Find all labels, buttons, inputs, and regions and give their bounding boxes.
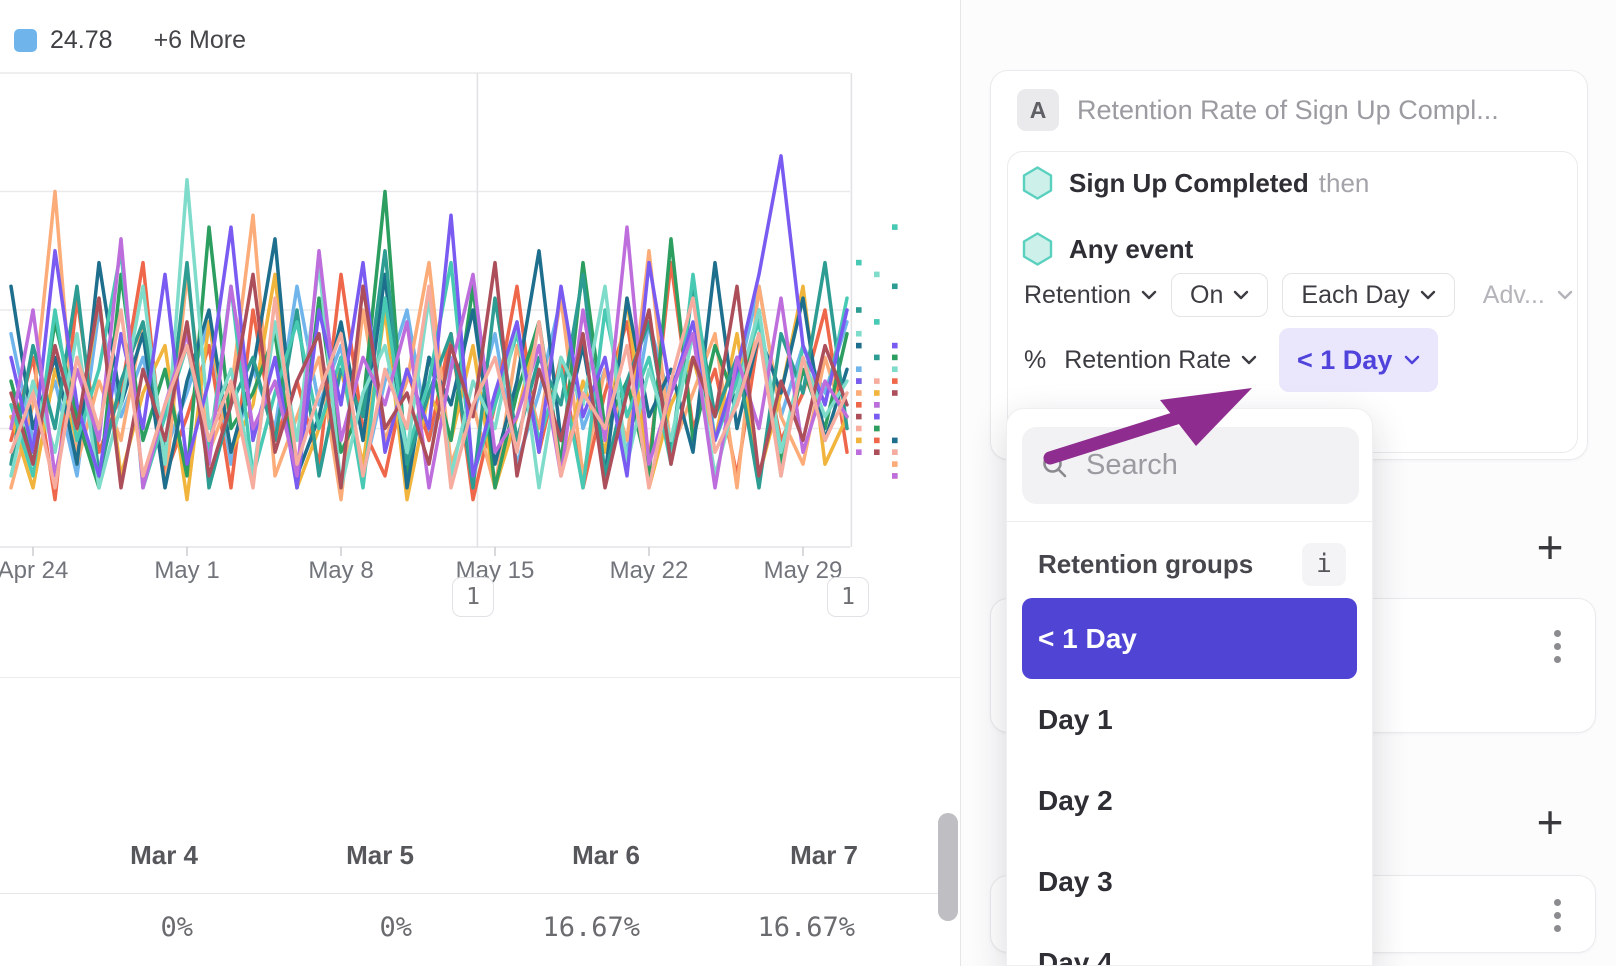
event-name[interactable]: Any event [1069, 233, 1194, 264]
retention-group-chip[interactable]: < 1 Day [1279, 328, 1439, 392]
retention-group-chip-label: < 1 Day [1297, 344, 1393, 375]
module-letter-badge: A [1017, 89, 1059, 131]
table-header-mar4: Mar 4 [130, 840, 198, 870]
event-hexagon-icon [1022, 166, 1053, 200]
event-suffix-then: then [1318, 167, 1370, 198]
svg-text:Apr 24: Apr 24 [0, 557, 68, 584]
query-title-row: A Retention Rate of Sign Up Compl... [1017, 89, 1499, 131]
kebab-menu-icon[interactable] [1550, 623, 1565, 670]
legend-swatch [14, 29, 37, 52]
dropdown-option-day-4[interactable]: Day 4 [1038, 946, 1113, 966]
add-module-button[interactable]: + [1536, 521, 1564, 573]
chevron-down-icon [1420, 290, 1435, 300]
dropdown-option-lt-1-day[interactable]: < 1 Day [1022, 598, 1357, 679]
measure-row: % Retention Rate < 1 Day [1024, 328, 1439, 392]
on-label: On [1190, 280, 1224, 309]
each-day-label: Each Day [1301, 280, 1410, 309]
dropdown-option-day-3[interactable]: Day 3 [1038, 865, 1113, 897]
chevron-down-icon [1141, 290, 1157, 300]
retention-line-chart: Apr 24 May 1 May 8 May 15 May 22 May 29 [0, 72, 898, 584]
search-icon [1043, 453, 1067, 477]
vertical-scrollbar[interactable] [938, 813, 958, 921]
dropdown-option-day-2[interactable]: Day 2 [1038, 784, 1113, 816]
each-day-dropdown-button[interactable]: Each Day [1282, 273, 1455, 317]
retention-mode-label: Retention [1024, 280, 1132, 309]
dropdown-divider [1007, 521, 1372, 522]
section-divider [0, 677, 960, 678]
table-header-mar7: Mar 7 [790, 840, 858, 870]
event-definition-card: Sign Up Completed then Any event Retenti… [1007, 151, 1578, 453]
search-input[interactable] [1086, 449, 1326, 482]
annotation-badge[interactable]: 1 [827, 577, 869, 617]
svg-text:May 8: May 8 [308, 557, 373, 584]
table-header-mar6: Mar 6 [572, 840, 640, 870]
measure-label: Retention Rate [1064, 345, 1232, 374]
table-value: 16.67% [542, 912, 640, 943]
table-value: 16.67% [757, 912, 855, 943]
dropdown-options-list: < 1 Day Day 1 Day 2 Day 3 Day 4 [1007, 598, 1372, 966]
retention-controls-row: Retention On Each Day Adv... [1024, 273, 1573, 317]
dropdown-option-day-1[interactable]: Day 1 [1038, 703, 1113, 735]
chevron-down-icon [1557, 290, 1573, 300]
add-module-button[interactable]: + [1536, 796, 1564, 848]
chevron-down-icon [1241, 355, 1257, 365]
table-value: 0% [160, 912, 193, 943]
annotation-badge[interactable]: 1 [452, 577, 494, 617]
retention-group-dropdown-panel: Retention groups i < 1 Day Day 1 Day 2 D… [1006, 408, 1373, 966]
event-hexagon-icon [1022, 232, 1053, 266]
table-value: 0% [379, 912, 412, 943]
query-module-card: A Retention Rate of Sign Up Compl... Sig… [990, 70, 1588, 460]
legend-value: 24.78 [50, 26, 113, 54]
percent-symbol: % [1024, 345, 1047, 374]
search-box[interactable] [1022, 427, 1359, 504]
svg-text:May 1: May 1 [154, 557, 219, 584]
info-icon[interactable]: i [1302, 542, 1346, 586]
measure-dropdown[interactable]: % Retention Rate [1024, 346, 1257, 375]
kebab-menu-icon[interactable] [1550, 892, 1565, 939]
on-dropdown-button[interactable]: On [1171, 273, 1269, 317]
retention-groups-label: Retention groups [1038, 548, 1254, 579]
retention-groups-header: Retention groups i [1038, 539, 1346, 589]
event-row-second[interactable]: Any event [1022, 232, 1193, 266]
event-name[interactable]: Sign Up Completed [1069, 167, 1309, 198]
event-row-first[interactable]: Sign Up Completed then [1022, 166, 1369, 200]
advanced-dropdown[interactable]: Adv... [1483, 281, 1573, 310]
table-divider [0, 893, 940, 894]
pane-divider [960, 0, 961, 966]
chevron-down-icon [1405, 355, 1420, 365]
svg-text:May 22: May 22 [610, 557, 689, 584]
advanced-label: Adv... [1482, 280, 1545, 309]
retention-mode-dropdown[interactable]: Retention [1024, 281, 1157, 310]
chevron-down-icon [1234, 290, 1249, 300]
table-header-mar5: Mar 5 [346, 840, 414, 870]
chart-legend: 24.78 +6 More [14, 26, 246, 55]
query-title: Retention Rate of Sign Up Compl... [1077, 94, 1499, 125]
legend-more-link[interactable]: +6 More [153, 26, 246, 54]
